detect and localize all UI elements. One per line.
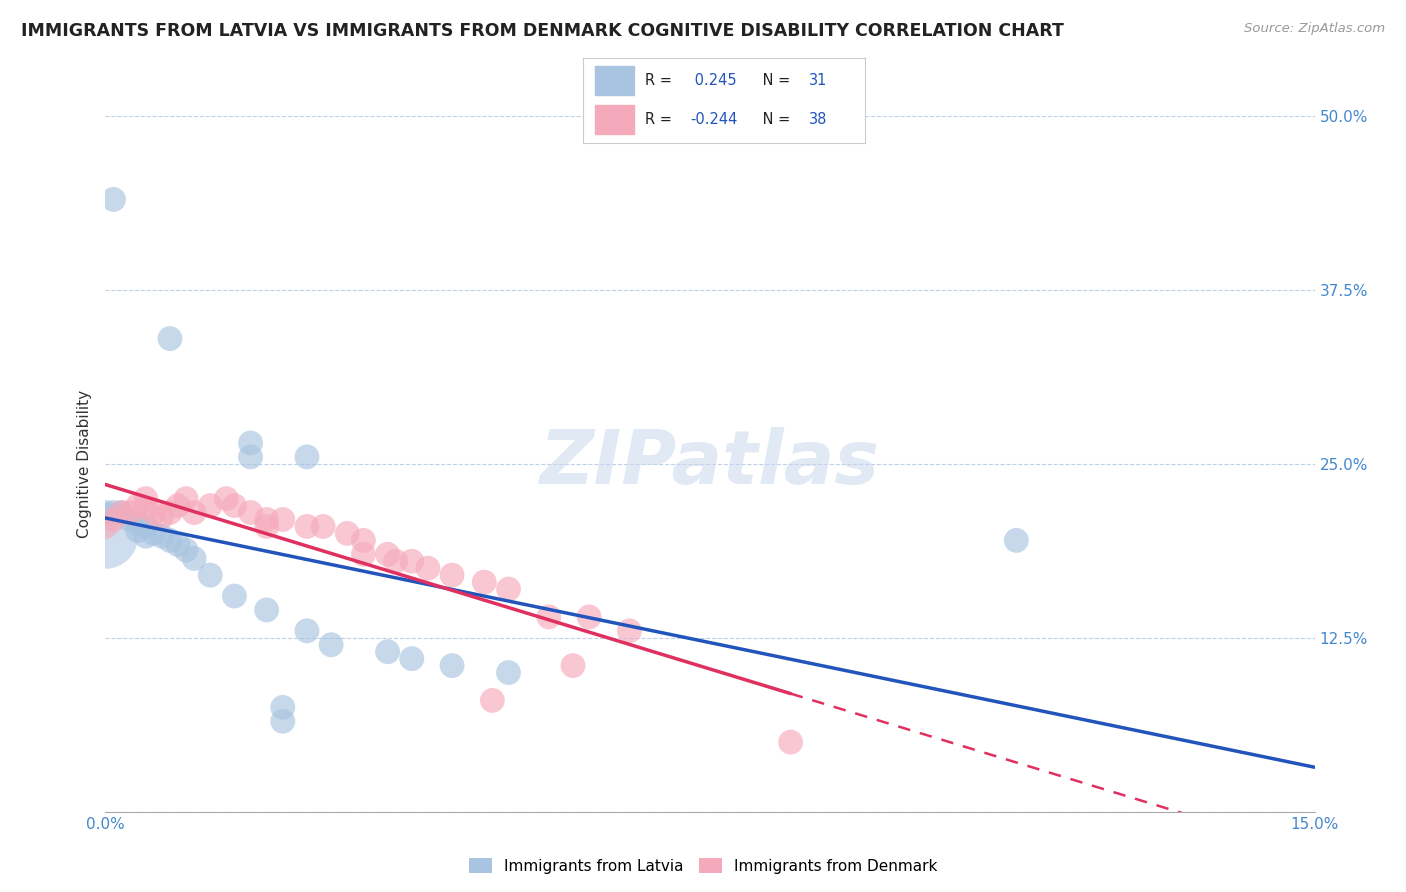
Point xyxy=(256,512,278,526)
Point xyxy=(167,537,190,551)
Text: N =: N = xyxy=(758,112,794,128)
Point xyxy=(472,575,495,590)
Point xyxy=(779,735,801,749)
Point xyxy=(159,533,181,548)
Point xyxy=(377,547,399,561)
Point xyxy=(256,603,278,617)
Point xyxy=(135,491,157,506)
Point xyxy=(118,512,141,526)
Point xyxy=(619,624,641,638)
Point xyxy=(498,582,520,596)
Point xyxy=(135,529,157,543)
Point xyxy=(174,491,197,506)
Point xyxy=(352,533,374,548)
Point xyxy=(110,506,132,520)
Legend: Immigrants from Latvia, Immigrants from Denmark: Immigrants from Latvia, Immigrants from … xyxy=(463,852,943,880)
Point xyxy=(271,700,294,714)
Point xyxy=(94,506,117,520)
Point xyxy=(1005,533,1028,548)
Text: -0.244: -0.244 xyxy=(690,112,738,128)
Text: N =: N = xyxy=(758,73,794,88)
Point xyxy=(135,501,157,516)
Point xyxy=(174,543,197,558)
Point xyxy=(167,499,190,513)
Text: 31: 31 xyxy=(808,73,827,88)
Point xyxy=(239,506,262,520)
Point xyxy=(142,506,165,520)
Point xyxy=(295,624,318,638)
Point xyxy=(336,526,359,541)
Point xyxy=(127,499,149,513)
Bar xyxy=(595,67,634,95)
Point xyxy=(239,450,262,464)
Point xyxy=(312,519,335,533)
Point xyxy=(110,506,132,520)
Point xyxy=(142,526,165,541)
Point xyxy=(295,519,318,533)
Point xyxy=(441,568,464,582)
Point xyxy=(416,561,439,575)
Text: R =: R = xyxy=(645,73,676,88)
Point xyxy=(103,512,125,526)
Point xyxy=(256,519,278,533)
Point xyxy=(271,714,294,729)
Text: ZIPatlas: ZIPatlas xyxy=(540,427,880,500)
Point xyxy=(578,610,600,624)
Y-axis label: Cognitive Disability: Cognitive Disability xyxy=(76,390,91,538)
Point xyxy=(271,512,294,526)
Point xyxy=(321,638,343,652)
Text: IMMIGRANTS FROM LATVIA VS IMMIGRANTS FROM DENMARK COGNITIVE DISABILITY CORRELATI: IMMIGRANTS FROM LATVIA VS IMMIGRANTS FRO… xyxy=(21,22,1064,40)
Point xyxy=(401,554,423,568)
Text: 0.245: 0.245 xyxy=(690,73,737,88)
Point xyxy=(352,547,374,561)
Point xyxy=(159,332,181,346)
Point xyxy=(441,658,464,673)
Point xyxy=(562,658,585,673)
Point xyxy=(384,554,406,568)
Point xyxy=(401,651,423,665)
Point xyxy=(377,645,399,659)
Point xyxy=(295,450,318,464)
Text: Source: ZipAtlas.com: Source: ZipAtlas.com xyxy=(1244,22,1385,36)
Point xyxy=(94,529,117,543)
Point xyxy=(215,491,238,506)
Point xyxy=(183,551,205,566)
Point xyxy=(150,529,173,543)
Point xyxy=(150,509,173,524)
Point xyxy=(537,610,560,624)
Point xyxy=(103,193,125,207)
Point xyxy=(127,524,149,538)
Point xyxy=(200,568,222,582)
Point xyxy=(200,499,222,513)
Point xyxy=(103,506,125,520)
Point xyxy=(159,506,181,520)
Point xyxy=(118,506,141,520)
Point xyxy=(498,665,520,680)
Point xyxy=(135,519,157,533)
Text: 38: 38 xyxy=(808,112,827,128)
Point xyxy=(224,589,246,603)
Point xyxy=(239,436,262,450)
Text: R =: R = xyxy=(645,112,676,128)
Point xyxy=(94,519,117,533)
Point xyxy=(481,693,503,707)
Bar xyxy=(595,105,634,134)
Point xyxy=(224,499,246,513)
Point xyxy=(127,516,149,530)
Point xyxy=(183,506,205,520)
